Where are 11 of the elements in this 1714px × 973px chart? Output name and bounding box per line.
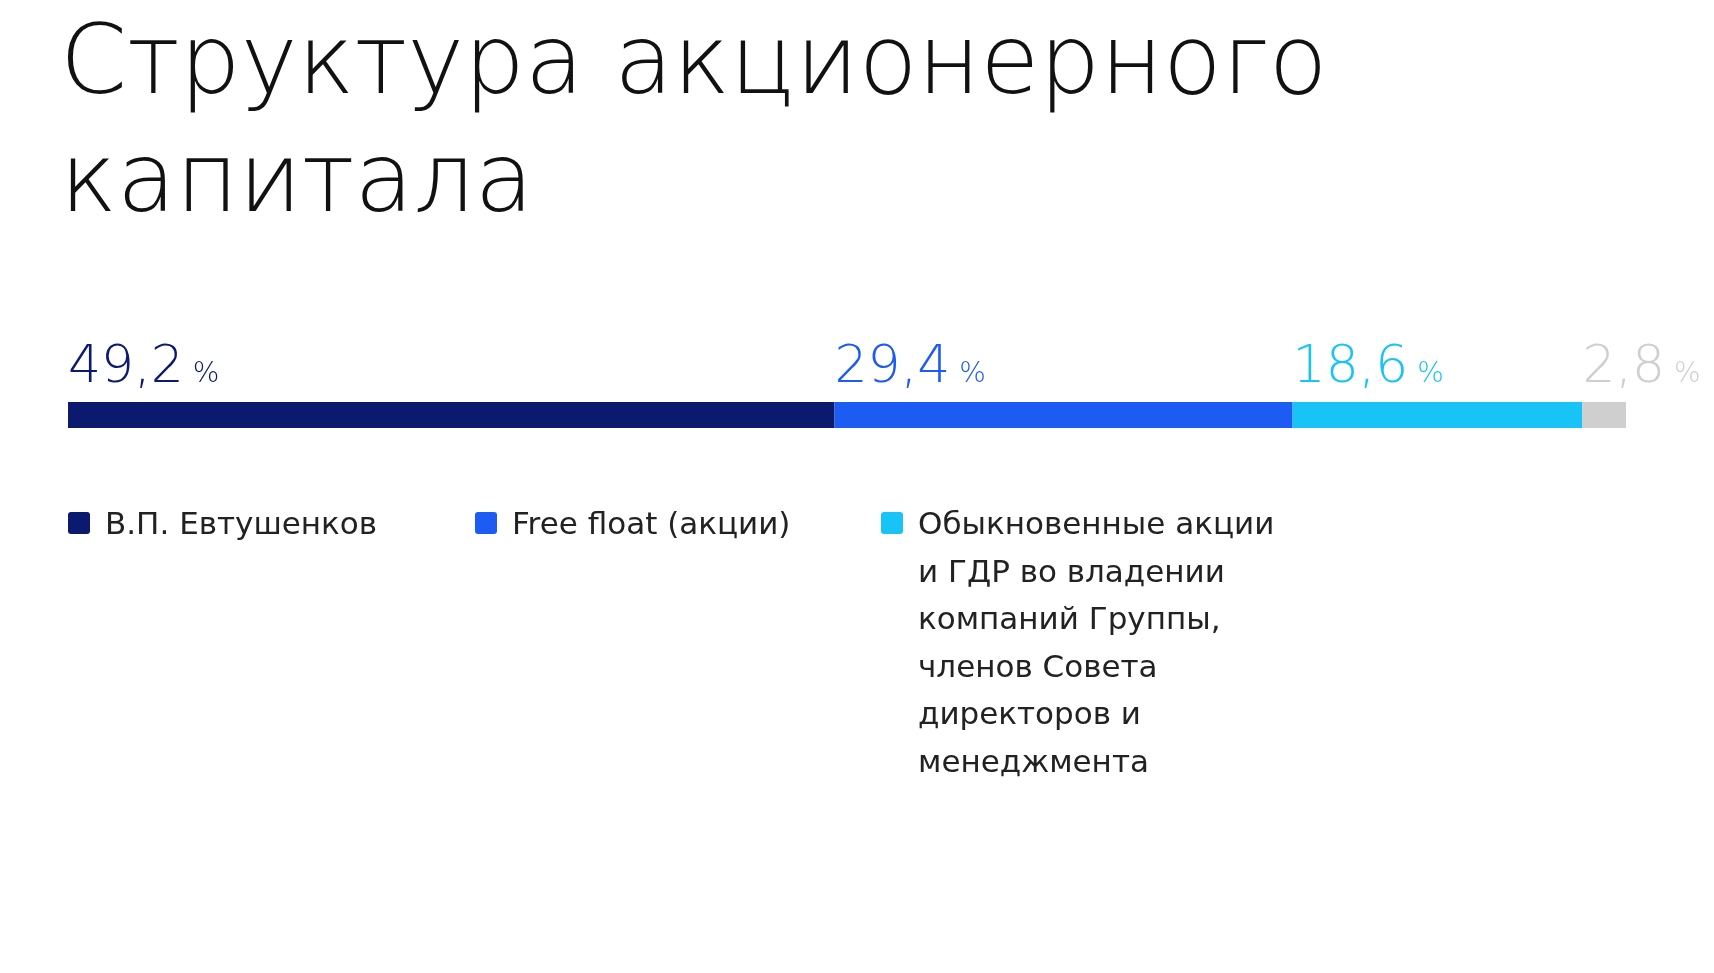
legend-label: Free float (акции) [512, 505, 791, 541]
legend-label: Обыкновенные акции и ГДР во владении компаний Группы, членов Совета директоров и менеджмента [918, 505, 1275, 779]
bar [834, 402, 1293, 428]
bar [68, 402, 835, 428]
legend-label: В.П. Евтушенков [105, 505, 378, 541]
data-label: 49,2 % [68, 334, 220, 394]
chart-title: Структура акционерного капитала [60, 4, 1328, 234]
data-label: 18,6 % [1292, 334, 1444, 394]
bar [1582, 402, 1626, 428]
bar [1292, 402, 1583, 428]
data-label: 29,4 % [834, 334, 986, 394]
